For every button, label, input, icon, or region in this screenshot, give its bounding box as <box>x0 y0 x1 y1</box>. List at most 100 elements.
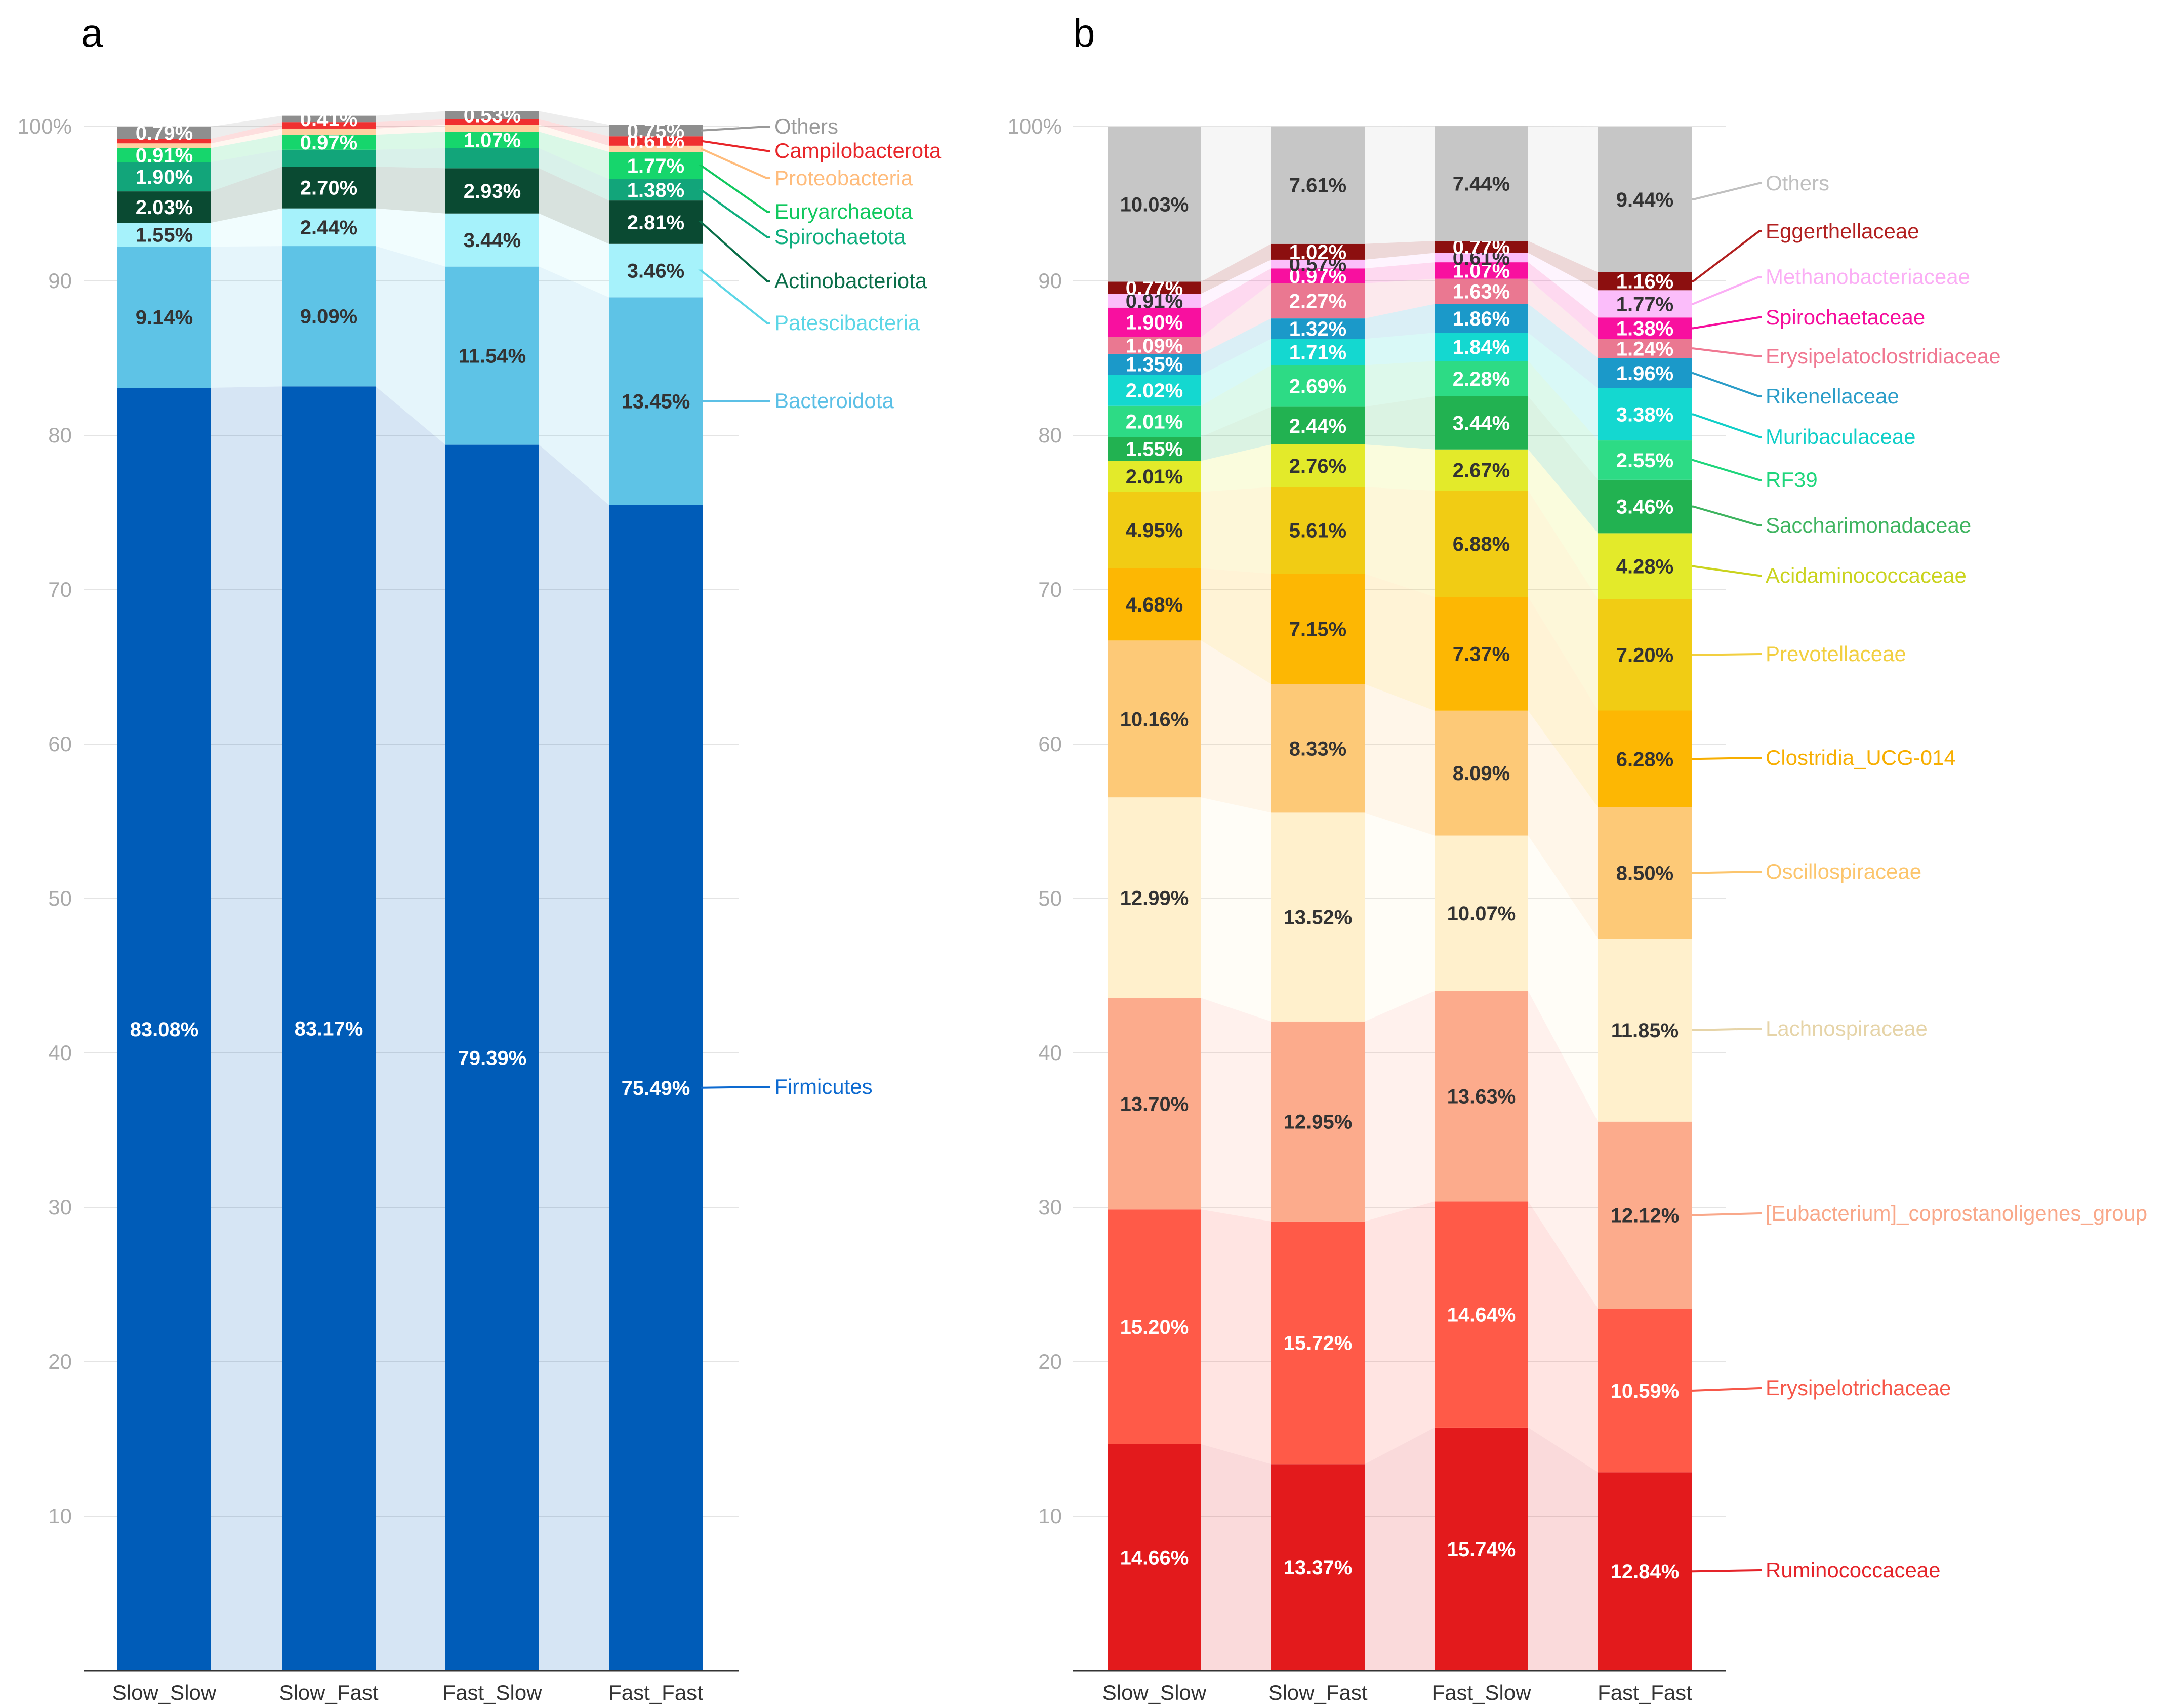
connector-band <box>1201 1444 1271 1671</box>
bar-segment <box>1108 568 1201 641</box>
data-label: 10.07% <box>1447 903 1516 925</box>
bar-segment <box>1598 290 1692 318</box>
data-label: 13.52% <box>1284 907 1353 929</box>
bar-segment <box>282 135 376 150</box>
legend-leader-line <box>698 189 770 238</box>
connector-band <box>211 386 282 1671</box>
legend-entry: Patescibacteria <box>774 311 920 335</box>
connector-band <box>1528 449 1598 599</box>
legend-entry: Lachnospiraceae <box>1766 1016 1928 1040</box>
connector-band <box>1201 487 1271 574</box>
legend-entry: Ruminococcaceae <box>1766 1558 1941 1582</box>
data-label: 4.95% <box>1126 519 1183 542</box>
legend-entry: Bacteroidota <box>774 389 894 413</box>
bar-segment <box>445 213 539 267</box>
connector-band <box>1528 710 1598 939</box>
connector-band <box>1528 262 1598 339</box>
bar-segment <box>1435 126 1528 241</box>
legend-entry: Erysipelotrichaceae <box>1766 1376 1951 1400</box>
connector-band <box>1528 597 1598 808</box>
legend-leader-line <box>1692 459 1762 481</box>
x-tick-label: Fast_Fast <box>608 1681 703 1704</box>
data-label: 1.96% <box>1616 362 1673 385</box>
y-tick-label: 20 <box>1038 1350 1062 1373</box>
bar-segment <box>1435 278 1528 304</box>
bar-segment <box>609 243 703 298</box>
bar-segment <box>1435 333 1528 361</box>
bar-segment <box>1271 126 1365 244</box>
connector-band <box>1201 444 1271 492</box>
data-label: 8.50% <box>1616 863 1673 885</box>
y-tick-label: 80 <box>1038 423 1062 447</box>
x-tick-label: Slow_Fast <box>279 1681 378 1704</box>
y-tick-label: 60 <box>48 732 72 756</box>
panel-b-letter: b <box>1073 11 1095 55</box>
data-label: 7.20% <box>1616 644 1673 667</box>
bar-segment <box>1108 375 1201 406</box>
connector-band <box>1365 304 1435 339</box>
bar-segment <box>609 200 703 244</box>
bar-segment <box>1435 835 1528 991</box>
panel-a: a 10 20 30 40 50 60 70 80 90 100% 83.08% 83.17% 79.3… <box>18 11 942 1704</box>
bar-segment <box>1435 491 1528 597</box>
data-label: 1.24% <box>1616 338 1673 360</box>
bar-segment <box>1271 1021 1365 1222</box>
data-label: 1.07% <box>1453 260 1510 282</box>
bar-segment <box>282 167 376 209</box>
bar-segment <box>1598 440 1692 480</box>
connector-band <box>539 168 609 244</box>
data-label: 3.46% <box>1616 496 1673 518</box>
bar-segment <box>1598 358 1692 388</box>
data-label: 1.86% <box>1453 308 1510 330</box>
legend-entry: RF39 <box>1766 468 1818 492</box>
legend-entry: Spirochaetota <box>774 225 906 249</box>
data-label: 15.20% <box>1120 1316 1189 1338</box>
connector-band <box>1528 361 1598 480</box>
connector-band <box>1528 991 1598 1309</box>
bar-segment <box>1108 294 1201 308</box>
connector-band <box>1201 797 1271 1022</box>
data-label: 2.69% <box>1289 376 1346 398</box>
data-label: 0.91% <box>136 144 193 167</box>
connector-band <box>1201 1209 1271 1465</box>
connector-band <box>539 119 609 146</box>
bar-segment <box>1598 1309 1692 1473</box>
bar-segment <box>1598 710 1692 808</box>
data-label: 12.99% <box>1120 887 1189 909</box>
y-tick-label: 80 <box>48 423 72 447</box>
bar-segment <box>282 246 376 387</box>
connector-band <box>1365 1427 1435 1671</box>
legend-entry: Firmicutes <box>774 1075 873 1099</box>
connector-band <box>1201 243 1271 294</box>
data-label: 83.17% <box>295 1018 363 1040</box>
connector-band <box>211 122 282 144</box>
x-tick-label: Fast_Slow <box>442 1681 542 1704</box>
data-label: 2.01% <box>1126 466 1183 488</box>
bar-segment <box>1108 797 1201 998</box>
data-label: 3.44% <box>464 229 521 252</box>
bar-segment <box>445 266 539 445</box>
legend-leader-line <box>701 126 770 132</box>
bar-segment <box>609 125 703 137</box>
data-label: 0.91% <box>1126 290 1183 312</box>
data-label: 2.02% <box>1126 380 1183 402</box>
panel-b: b 10 20 30 40 50 60 70 80 90 100% 14.66% 13.37% 15.7… <box>1008 11 2148 1704</box>
y-tick-label: 100% <box>18 114 72 138</box>
data-label: 2.67% <box>1453 459 1510 481</box>
bar-segment <box>609 297 703 505</box>
bar-segment <box>445 132 539 148</box>
bar-segment <box>445 168 539 214</box>
legend-leader-line <box>1692 413 1762 438</box>
bar-segment <box>445 148 539 169</box>
bar-segment <box>1598 939 1692 1122</box>
legend-entry: Oscillospiraceae <box>1766 860 1921 883</box>
connector-band <box>1528 126 1598 272</box>
bar-segment <box>609 152 703 180</box>
legend-leader-line <box>701 147 770 179</box>
legend-entry: Euryarchaeota <box>774 199 913 223</box>
bar-segment <box>609 505 703 1671</box>
connector-band <box>1365 574 1435 711</box>
y-tick-label: 70 <box>1038 578 1062 601</box>
y-tick-label: 20 <box>48 1350 72 1373</box>
connector-band <box>1201 268 1271 337</box>
